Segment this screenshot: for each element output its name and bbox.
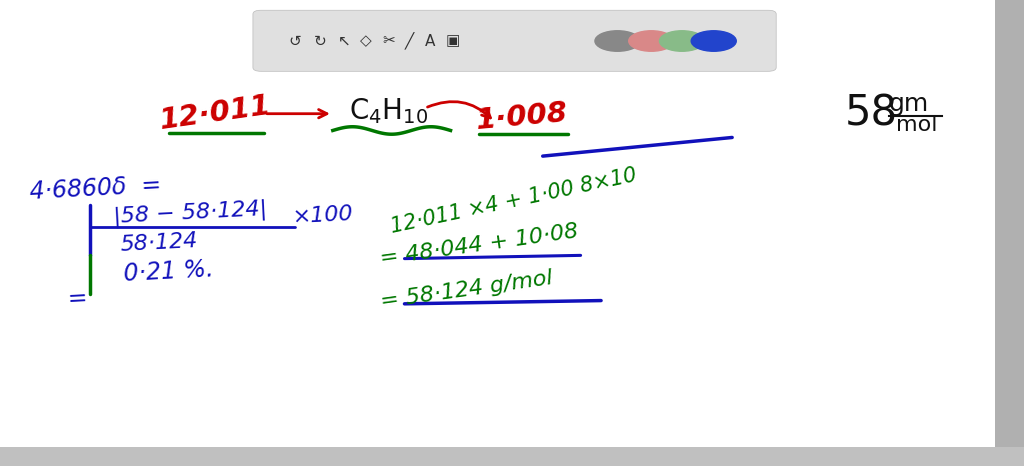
Text: 12·011: 12·011 [158,92,272,136]
FancyBboxPatch shape [253,10,776,71]
Bar [0,447,1024,466]
Text: ◇: ◇ [359,34,372,48]
Text: =: = [67,286,87,311]
Text: ↺: ↺ [289,34,301,48]
Text: ✂: ✂ [383,34,395,48]
Text: |58 − 58·124|: |58 − 58·124| [113,198,267,228]
Text: C$_4$H$_{10}$: C$_4$H$_{10}$ [349,96,429,126]
Text: ×100: ×100 [292,204,354,227]
Text: ╱: ╱ [406,32,414,50]
Text: ↖: ↖ [338,34,350,48]
Text: 4·6860δ  =: 4·6860δ = [29,173,162,204]
Bar [995,0,1024,447]
Text: 0·21 %.: 0·21 %. [123,257,214,286]
Text: 12·011 ×4 + 1·00 8×10: 12·011 ×4 + 1·00 8×10 [389,165,639,237]
Text: gm: gm [889,92,929,116]
Text: ↻: ↻ [314,34,327,48]
Text: A: A [425,34,435,48]
Text: 1·008: 1·008 [475,99,569,136]
Text: 58·124: 58·124 [120,231,198,255]
Text: ▣: ▣ [445,34,460,48]
Circle shape [595,31,640,51]
Text: mol: mol [896,115,938,135]
Text: = 48·044 + 10·08: = 48·044 + 10·08 [379,222,580,269]
Text: = 58·124 g/mol: = 58·124 g/mol [379,268,554,312]
Circle shape [691,31,736,51]
Circle shape [659,31,705,51]
Text: 58: 58 [845,93,898,135]
Circle shape [629,31,674,51]
